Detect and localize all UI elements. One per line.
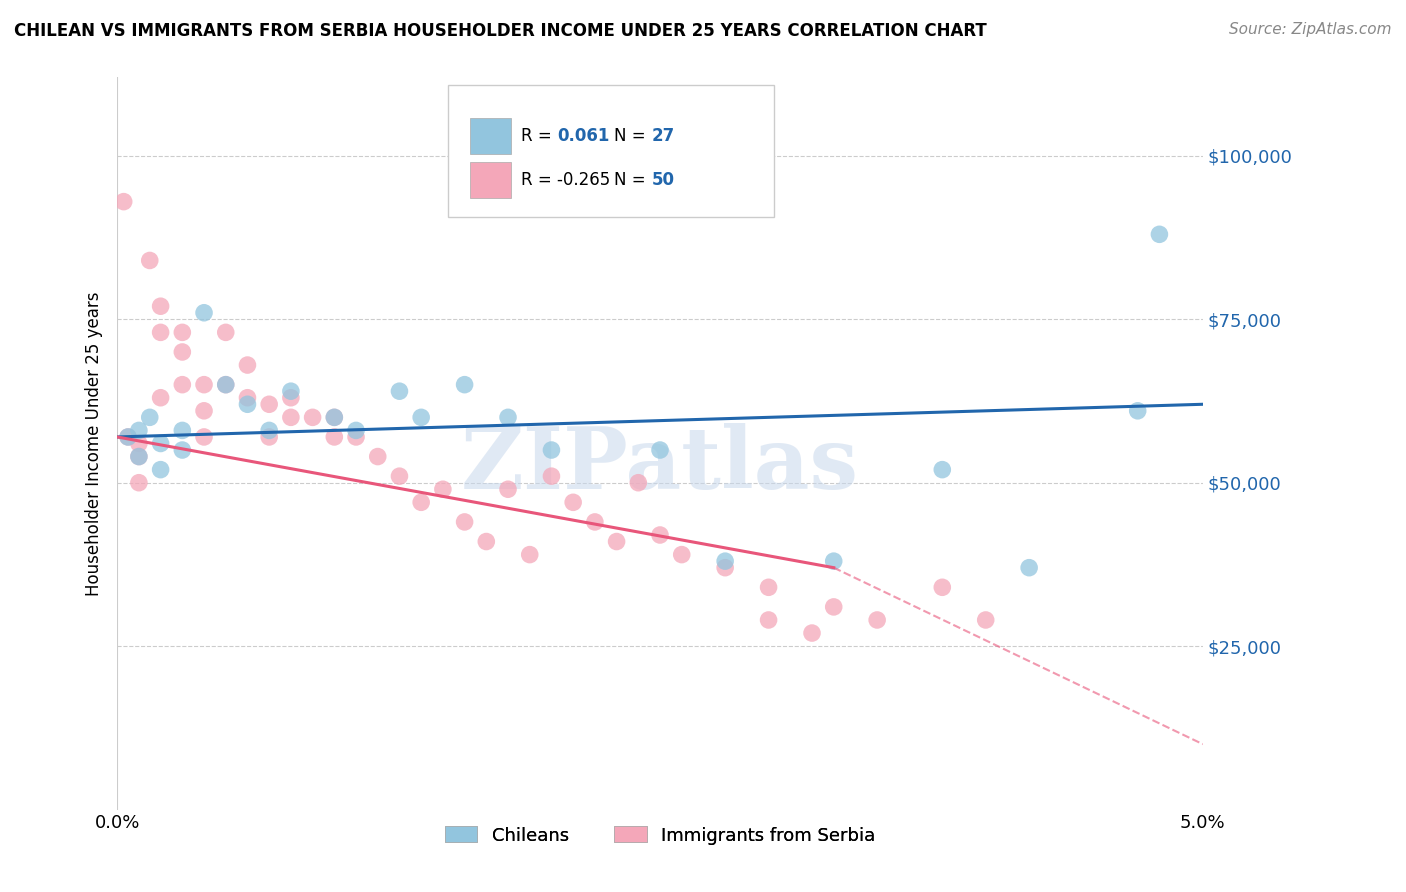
Point (215, 377, 238, 392)
Point (149, 326, 172, 340)
Point (323, 430, 346, 444)
Text: 27: 27 (651, 127, 675, 145)
Point (323, 410, 346, 425)
Point (236, 397, 259, 411)
Point (344, 424, 367, 438)
Point (193, 306, 215, 320)
Point (475, 534, 498, 549)
Point (344, 430, 367, 444)
Text: N =: N = (614, 171, 645, 189)
Point (128, 450, 150, 464)
FancyBboxPatch shape (449, 85, 775, 217)
Text: R =: R = (522, 127, 551, 145)
Point (172, 443, 194, 458)
Point (388, 469, 411, 483)
Point (823, 554, 845, 568)
Point (193, 430, 215, 444)
Point (172, 377, 194, 392)
Point (193, 377, 215, 392)
Point (301, 410, 323, 425)
Point (149, 391, 172, 405)
Point (257, 397, 280, 411)
Point (215, 326, 238, 340)
Point (257, 430, 280, 444)
Text: CHILEAN VS IMMIGRANTS FROM SERBIA HOUSEHOLDER INCOME UNDER 25 YEARS CORRELATION : CHILEAN VS IMMIGRANTS FROM SERBIA HOUSEH… (14, 22, 987, 40)
Point (193, 404, 215, 418)
Point (411, 410, 433, 425)
Point (280, 391, 302, 405)
Y-axis label: Householder Income Under 25 years: Householder Income Under 25 years (86, 292, 103, 596)
Point (606, 534, 628, 549)
Point (149, 299, 172, 313)
Point (128, 424, 150, 438)
Point (1126, 404, 1149, 418)
Text: 50: 50 (651, 171, 675, 189)
Point (519, 548, 541, 562)
Point (215, 377, 238, 392)
Point (236, 358, 259, 372)
Point (801, 626, 824, 640)
Point (367, 450, 389, 464)
Point (172, 345, 194, 359)
Point (280, 410, 302, 425)
Point (280, 384, 302, 399)
Point (758, 580, 780, 594)
Text: R = -0.265: R = -0.265 (522, 171, 610, 189)
Point (648, 443, 671, 458)
Point (583, 515, 606, 529)
Point (117, 430, 139, 444)
Point (149, 462, 172, 476)
Point (236, 391, 259, 405)
Point (139, 253, 162, 268)
Point (931, 462, 953, 476)
Point (149, 436, 172, 450)
Point (453, 377, 475, 392)
Point (671, 548, 693, 562)
Text: 0.061: 0.061 (557, 127, 609, 145)
Point (323, 410, 346, 425)
Point (257, 424, 280, 438)
Point (974, 613, 997, 627)
Point (758, 613, 780, 627)
Point (496, 410, 519, 425)
FancyBboxPatch shape (470, 161, 512, 198)
Point (866, 613, 889, 627)
Point (411, 495, 433, 509)
Point (1018, 560, 1040, 574)
Point (128, 436, 150, 450)
Point (139, 410, 162, 425)
Point (627, 475, 650, 490)
Legend: Chileans, Immigrants from Serbia: Chileans, Immigrants from Serbia (437, 819, 883, 852)
Point (562, 495, 585, 509)
Point (117, 430, 139, 444)
Point (540, 469, 562, 483)
Point (823, 599, 845, 614)
Point (1149, 227, 1171, 242)
Point (172, 326, 194, 340)
Point (540, 443, 562, 458)
Point (714, 560, 737, 574)
Point (648, 528, 671, 542)
Point (128, 450, 150, 464)
FancyBboxPatch shape (470, 118, 512, 154)
Point (172, 424, 194, 438)
Text: ZIPatlas: ZIPatlas (461, 424, 859, 508)
Point (112, 194, 135, 209)
Point (388, 384, 411, 399)
Point (432, 482, 454, 496)
Point (931, 580, 953, 594)
Point (128, 475, 150, 490)
Point (496, 482, 519, 496)
Point (453, 515, 475, 529)
Point (714, 554, 737, 568)
Text: N =: N = (614, 127, 645, 145)
Text: Source: ZipAtlas.com: Source: ZipAtlas.com (1229, 22, 1392, 37)
